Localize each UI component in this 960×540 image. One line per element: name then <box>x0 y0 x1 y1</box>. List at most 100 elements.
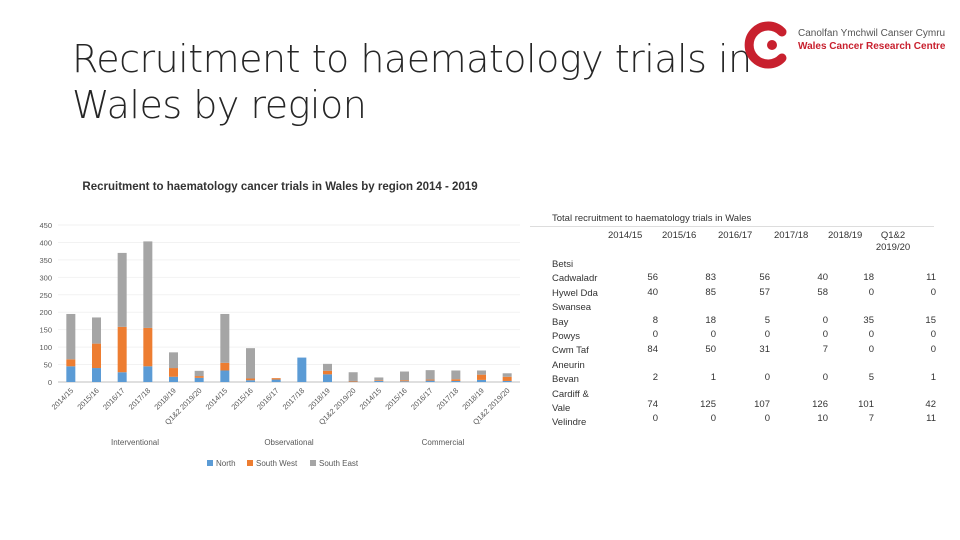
table-row-label: Cwm Taf <box>552 345 589 357</box>
table-cell: 0 <box>710 329 716 340</box>
table-cell: 2 <box>652 372 658 383</box>
bar-segment-north <box>117 372 127 382</box>
bar-segment-south-east <box>425 370 435 380</box>
table-cell: 0 <box>822 315 828 326</box>
table-cell: 40 <box>817 272 828 283</box>
table-cell: 74 <box>647 399 658 410</box>
table-row-label: Bay <box>552 316 569 328</box>
bar-segment-south-east <box>400 371 409 381</box>
logo: Canolfan Ymchwil Canser Cymru Wales Canc… <box>742 20 946 76</box>
table-cell: 0 <box>822 329 828 340</box>
bar-segment-south-west <box>348 380 358 382</box>
bar-segment-south-east <box>66 313 76 360</box>
legend-swatch <box>247 460 253 466</box>
table-column-header: 2017/18 <box>774 230 809 241</box>
y-tick-label: 50 <box>44 361 52 370</box>
table-row-label: Cadwaladr <box>552 273 598 285</box>
table-cell: 107 <box>754 399 770 410</box>
bar-segment-south-west <box>271 378 281 380</box>
bar-segment-south-west <box>117 326 127 373</box>
table-cell: 0 <box>868 329 874 340</box>
table-cell: 0 <box>930 287 936 298</box>
legend-label: South West <box>256 459 298 468</box>
table-cell: 0 <box>868 344 874 355</box>
table-cell: 85 <box>705 287 716 298</box>
legend-label: South East <box>319 459 359 468</box>
table-row-labels: Betsi Cadwaladr Hywel Dda Swansea Bay Powys Cw… <box>552 258 602 431</box>
group-label: Commercial <box>422 438 465 447</box>
bar-segment-north <box>194 377 204 382</box>
x-tick-label: 2017/18 <box>127 386 153 412</box>
bar-segment-north <box>271 379 281 382</box>
bar-segment-north <box>246 380 255 382</box>
bar-segment-north <box>451 380 461 382</box>
bar-segment-south-east <box>348 372 358 381</box>
table-cell: 18 <box>863 272 874 283</box>
bar-segment-south-east <box>502 373 512 377</box>
bar-segment-south-west <box>143 327 153 367</box>
y-tick-label: 350 <box>39 256 52 265</box>
bar-segment-south-east <box>117 252 127 327</box>
bar-segment-south-west <box>400 380 409 382</box>
logo-line-english: Wales Cancer Research Centre <box>798 41 946 52</box>
table-cell: 56 <box>647 272 658 283</box>
bar-segment-north <box>66 366 76 382</box>
table-column-header: 2015/16 <box>662 230 697 241</box>
bar-segment-south-east <box>323 363 332 371</box>
bar-segment-south-east <box>194 370 204 377</box>
table-cell: 40 <box>647 287 658 298</box>
table-cell: 0 <box>764 372 770 383</box>
table-cell: 101 <box>858 399 874 410</box>
table-row-label: Betsi <box>552 259 574 270</box>
bar-segment-south-west <box>425 379 435 381</box>
table-cell: 57 <box>759 287 770 298</box>
table-cell: 5 <box>764 315 770 326</box>
x-tick-label: 2016/17 <box>101 386 127 412</box>
table-row-label: Vale <box>552 403 571 415</box>
chart-title: Recruitment to haematology cancer trials… <box>82 181 478 193</box>
table-cell: 84 <box>647 344 658 355</box>
bar-segment-north <box>374 380 384 382</box>
x-tick-label: 2015/16 <box>229 386 255 412</box>
table-cell: 8 <box>652 315 658 326</box>
bar-segment-north <box>297 357 307 382</box>
bar-segment-north <box>92 368 101 382</box>
x-tick-label: 2018/19 <box>460 386 486 412</box>
y-tick-label: 250 <box>39 291 52 300</box>
bar-segment-south-east <box>246 348 255 379</box>
table-row-label: Swansea <box>552 302 592 314</box>
table-cell: 15 <box>925 315 936 326</box>
bar-segment-south-west <box>169 368 178 377</box>
table-cell: 83 <box>705 272 716 283</box>
bar-segment-south-west <box>92 343 101 369</box>
y-tick-label: 150 <box>39 326 52 335</box>
table-cell: 42 <box>925 399 936 410</box>
table-cell: 7 <box>868 413 874 424</box>
table-column-header: 2018/19 <box>828 230 863 241</box>
bar-segment-south-west <box>323 370 332 375</box>
table-cell: 0 <box>652 329 658 340</box>
x-tick-label: 2015/16 <box>75 386 101 412</box>
bar-segment-south-west <box>66 359 76 367</box>
y-tick-label: 300 <box>39 273 52 282</box>
bar-segment-north <box>220 370 230 382</box>
table-cell: 0 <box>764 413 770 424</box>
table-row-label: Hywel Dda <box>552 287 598 299</box>
table-cell: 35 <box>863 315 874 326</box>
table-row-label: Aneurin <box>552 359 585 371</box>
table-cell: 126 <box>812 399 828 410</box>
y-tick-label: 450 <box>39 221 52 230</box>
table-cell: 0 <box>764 329 770 340</box>
bar-segment-south-west <box>220 362 230 371</box>
table-column-header: 2014/15 <box>608 230 643 241</box>
x-tick-label: 2018/19 <box>152 386 178 412</box>
logo-mark-icon <box>744 21 787 69</box>
table-cell: 0 <box>930 344 936 355</box>
x-tick-label: 2014/15 <box>204 386 230 412</box>
table-cell: 58 <box>817 287 828 298</box>
table-cell: 0 <box>652 413 658 424</box>
bar-segment-north <box>143 366 153 382</box>
table-cell: 0 <box>822 372 828 383</box>
table-cell: 50 <box>705 344 716 355</box>
